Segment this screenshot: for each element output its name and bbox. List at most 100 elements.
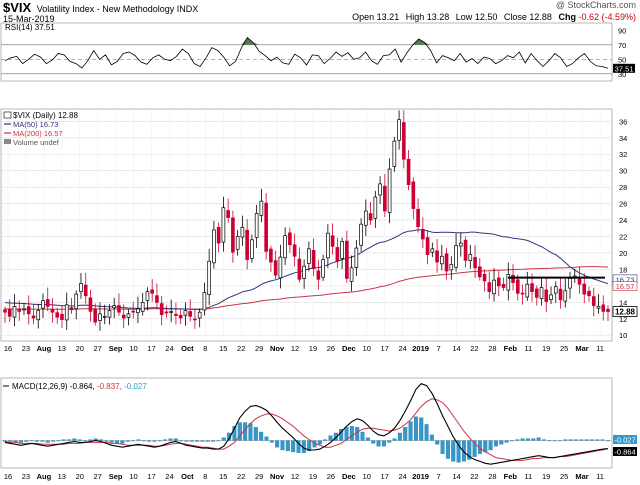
macd-date-label: 24	[398, 472, 406, 481]
macd-date-label: 7	[436, 472, 440, 481]
rsi-tick-label: 90	[618, 26, 626, 35]
macd-histogram-bar	[269, 440, 274, 443]
price-value-tags: 16.73 16.57 12.88	[612, 274, 638, 317]
macd-histogram-bar	[488, 440, 493, 451]
price-date-label: Nov	[270, 344, 285, 353]
candle-body	[297, 258, 302, 280]
candle-body	[364, 210, 368, 226]
macd-histogram-bar	[56, 440, 61, 442]
candle-body	[539, 287, 544, 300]
price-date-label: 24	[398, 344, 406, 353]
price-date-label: 20	[76, 344, 84, 353]
macd-date-label: 15	[219, 472, 227, 481]
candle-body	[383, 185, 387, 212]
price-date-label: 19	[309, 344, 317, 353]
candle-body	[250, 239, 254, 259]
candle-body	[506, 274, 511, 291]
macd-histogram-bar	[275, 440, 280, 448]
candle-body	[449, 264, 454, 271]
candle-body	[444, 253, 449, 272]
candle-body	[112, 305, 117, 309]
price-date-label: 16	[4, 344, 12, 353]
candle-body	[515, 279, 520, 294]
price-date-label: 11	[524, 344, 532, 353]
price-tick-label: 14	[619, 298, 627, 307]
macd-histogram-bar	[200, 440, 205, 442]
macd-histogram-bar	[445, 440, 450, 459]
macd-histogram-bar	[125, 440, 130, 442]
candle-body	[487, 282, 492, 292]
candle-body	[473, 257, 477, 269]
price-legend-ma200: MA(200) 16.57	[13, 129, 63, 138]
macd-histogram-bar	[99, 439, 104, 441]
candle-body	[64, 304, 69, 321]
candle-body	[36, 310, 41, 321]
macd-histogram-bar	[323, 439, 328, 441]
macd-histogram-bar	[72, 438, 77, 441]
macd-date-label: Mar	[575, 472, 588, 481]
candle-body	[349, 267, 354, 282]
macd-histogram-bar	[24, 440, 29, 442]
candle-body	[174, 313, 178, 316]
macd-histogram-bar	[211, 440, 216, 442]
macd-histogram-bar	[397, 432, 402, 441]
price-tick-label: 20	[619, 249, 627, 258]
price-date-label: Dec	[342, 344, 356, 353]
candle-body	[231, 217, 235, 253]
macd-histogram-bar	[152, 440, 157, 442]
macd-histogram-bar	[2, 440, 8, 442]
candle-body	[50, 308, 55, 313]
macd-histogram-bar	[253, 427, 258, 441]
candle-body	[102, 315, 107, 318]
chart-header: $VIX Volatility Index - New Methodology …	[3, 0, 198, 15]
macd-histogram-bar	[221, 437, 226, 441]
candle-body	[121, 314, 126, 319]
candle-body	[288, 232, 292, 246]
candle-body	[496, 277, 501, 287]
macd-date-label: 14	[452, 472, 460, 481]
macd-histogram-bar	[339, 429, 344, 441]
macd-histogram-bar	[19, 440, 24, 443]
macd-histogram-bar	[8, 440, 13, 442]
candle-body	[397, 119, 401, 141]
price-tick-label: 22	[619, 233, 627, 242]
candle-body	[254, 213, 259, 238]
macd-histogram-bar	[600, 439, 605, 441]
macd-histogram-bar	[67, 439, 72, 441]
price-date-label: 12	[291, 344, 299, 353]
candle-body	[41, 300, 45, 309]
macd-histogram-bar	[371, 440, 376, 444]
macd-date-label: 19	[309, 472, 317, 481]
macd-histogram-bar	[499, 440, 504, 445]
macd-date-label: Nov	[270, 472, 285, 481]
candle-body	[202, 292, 207, 311]
rsi-value-tag: 37.51	[613, 63, 635, 73]
macd-histogram-bar	[472, 440, 477, 457]
macd-date-label: 29	[255, 472, 263, 481]
candle-body	[335, 247, 340, 262]
candle-body	[159, 303, 164, 316]
close-label: Close	[503, 12, 527, 22]
macd-histogram-bar	[461, 440, 466, 462]
candle-body	[321, 259, 325, 278]
price-tick-label: 12	[619, 315, 627, 324]
macd-histogram-bar	[504, 440, 509, 443]
macd-histogram-bar	[392, 438, 397, 441]
macd-histogram-bar	[232, 426, 237, 441]
macd-histogram-bar	[120, 440, 125, 444]
candle-body	[345, 240, 349, 279]
open-label: Open	[352, 12, 375, 22]
macd-date-label: 10	[129, 472, 137, 481]
price-tick-label: 24	[619, 216, 627, 225]
macd-histogram-bar	[563, 439, 568, 441]
candle-body	[240, 227, 245, 238]
macd-date-label: 8	[203, 472, 207, 481]
macd-histogram-bar	[509, 440, 514, 442]
macd-histogram-bar	[440, 440, 445, 454]
price-date-label: 26	[327, 344, 335, 353]
macd-date-label: 2019	[412, 472, 429, 481]
macd-histogram-bar	[435, 440, 440, 445]
macd-histogram-bar	[419, 417, 424, 441]
candle-body	[477, 266, 482, 278]
candle-body	[164, 311, 169, 314]
